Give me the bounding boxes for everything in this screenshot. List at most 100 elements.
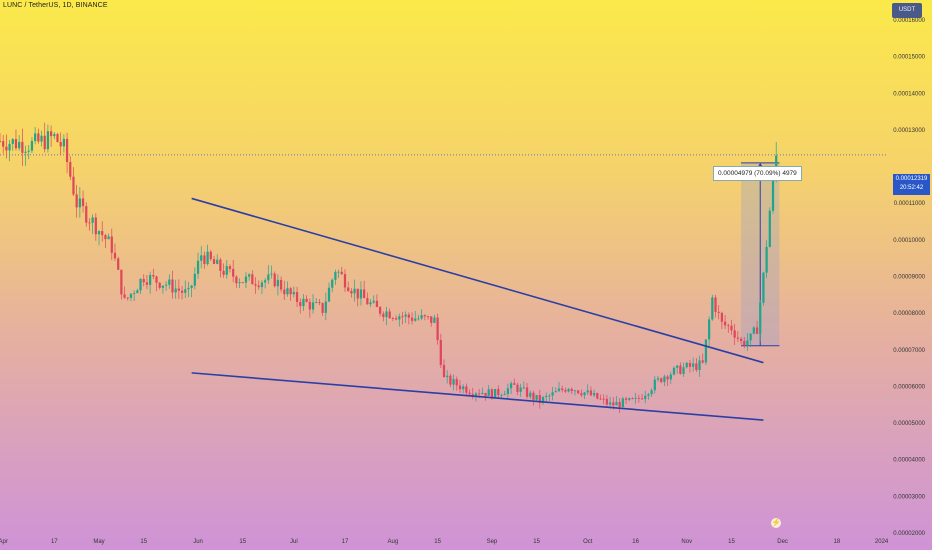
candle [107,236,110,240]
candle [267,274,270,281]
candle [129,293,133,298]
candle [529,392,532,397]
current-price-tag: 0.00012319 20:52:42 [893,174,930,195]
candle [136,290,139,294]
candle [704,339,708,363]
candle [723,321,727,326]
candle [81,198,85,207]
candle [481,392,484,394]
candle [190,285,193,288]
candle [746,340,749,346]
candle [557,388,561,392]
candle [493,388,497,398]
lightning-bolt-icon[interactable]: ⚡ [771,518,781,528]
candle [91,217,94,223]
currency-button[interactable]: USDT [892,3,922,18]
candle [660,378,663,383]
candle [596,393,599,399]
candle [196,260,200,274]
candle [541,397,545,403]
candle [216,259,219,264]
candle [340,271,343,275]
candle [350,291,353,294]
candle [155,276,158,283]
x-tick-label: Sep [487,539,498,545]
candle [701,360,704,363]
candle [238,282,241,284]
candle [455,379,458,386]
candle [663,376,666,383]
candle [257,285,260,288]
candle [145,282,149,285]
candle [759,302,762,334]
candle [65,138,69,163]
symbol-title: LUNC / TetherUS, 1D, BINANCE [3,2,108,9]
candle [605,398,609,405]
candle [94,217,97,235]
candle [75,194,78,208]
candle [573,390,577,392]
candle [771,177,775,211]
y-tick-label: 0.00006000 [893,384,925,390]
candle [730,325,733,331]
trendline-upper [191,197,764,364]
candle [200,255,203,261]
candle [174,288,177,293]
candle [37,133,40,142]
candle [0,140,2,142]
candle [414,318,417,321]
candle [452,379,455,385]
candle [219,259,222,271]
candle [394,318,398,320]
x-tick-label: Jun [193,539,203,545]
candle [599,398,602,400]
candle [378,307,382,314]
candle [366,298,369,305]
candle [442,364,446,378]
x-tick-label: 15 [728,539,735,545]
candle [228,266,232,269]
candle [602,398,605,400]
x-tick-label: 16 [632,539,639,545]
candle [2,141,5,147]
candle [343,274,347,288]
candle [382,313,385,317]
candle [618,401,621,408]
x-tick-label: May [93,539,104,545]
candle [695,363,698,371]
candle [212,259,216,264]
candle [631,398,634,399]
candle [27,150,30,152]
candle [193,273,196,286]
candle [101,231,104,236]
candle [375,300,379,308]
candle [458,385,462,390]
candle [292,292,295,295]
candle [468,392,471,395]
candle [551,392,554,396]
y-tick-label: 0.00004000 [893,458,925,464]
candle [149,275,152,285]
candle [88,222,91,224]
candle [685,362,688,368]
candle [372,300,375,303]
candle [583,392,586,396]
y-tick-label: 0.00014000 [893,91,925,97]
candle [21,141,24,153]
candle [363,289,366,299]
x-tick-label: Oct [583,539,593,545]
candle [478,393,481,395]
x-tick-label: 15 [434,539,441,545]
candle [564,389,567,392]
candle [644,395,647,400]
candle [273,273,276,287]
candle [133,293,136,294]
candle [232,268,235,277]
candle [318,302,321,304]
candle [768,210,771,247]
candle [248,274,251,277]
candle [497,388,500,396]
y-tick-label: 0.00015000 [893,55,925,61]
